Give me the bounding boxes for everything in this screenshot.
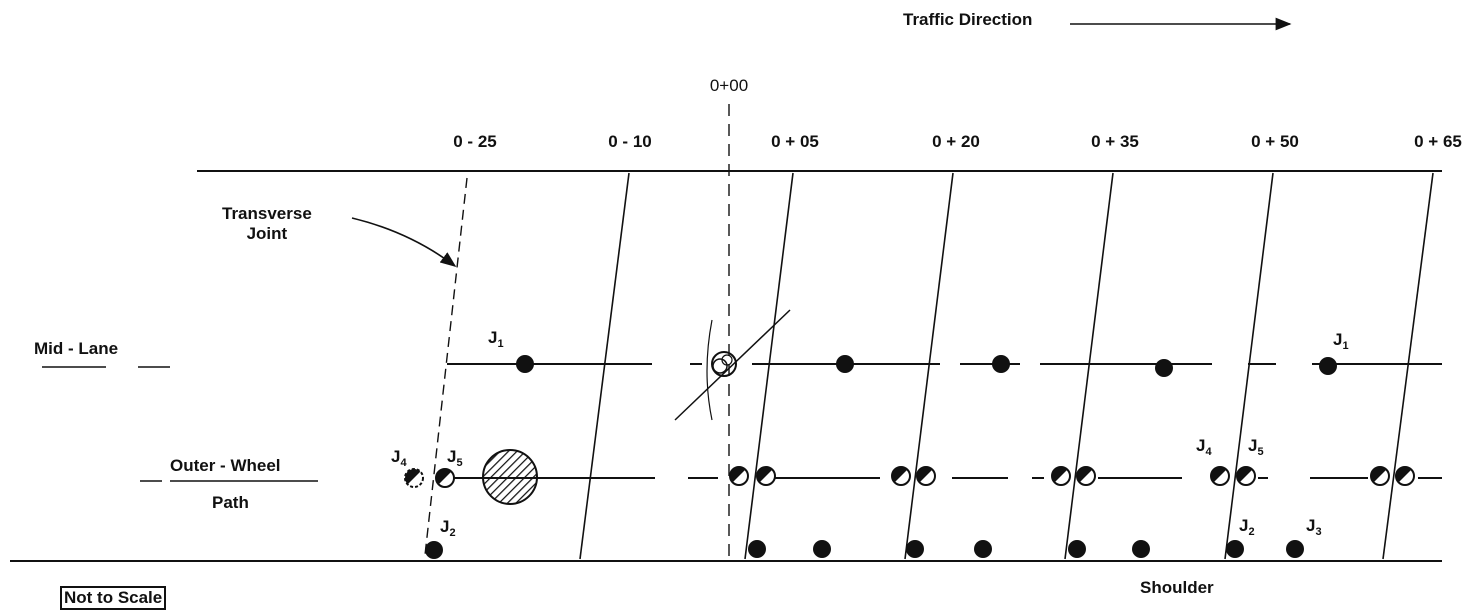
test-point (1155, 359, 1173, 377)
traffic-direction-label: Traffic Direction (903, 10, 1033, 29)
test-point (906, 540, 924, 558)
joint-test-point-fill (405, 469, 421, 485)
test-point (1286, 540, 1304, 558)
test-point (1068, 540, 1086, 558)
outer-wheel-path-label: Path (212, 493, 249, 512)
row-label-underlines (42, 366, 318, 482)
transverse-joint-leader (351, 217, 457, 267)
outer-wheel-path-label: Outer - Wheel (170, 456, 281, 475)
test-point (974, 540, 992, 558)
joint-pair-points (404, 466, 1415, 488)
station-label: 0 + 65 (1414, 132, 1462, 151)
station-zero-label: 0+00 (709, 76, 749, 95)
j5-label: J5 (447, 447, 463, 469)
test-point (748, 540, 766, 558)
test-point (836, 355, 854, 373)
j1-label: J1 (488, 328, 504, 350)
station-label: 0 + 05 (771, 132, 819, 151)
core-hole-sketch (674, 309, 791, 421)
j3-label: J3 (1306, 516, 1322, 538)
test-point (992, 355, 1010, 373)
joint-test-point-fill (892, 467, 908, 483)
test-point (813, 540, 831, 558)
j4-label: J4 (1196, 436, 1212, 458)
hatched-core (482, 449, 538, 505)
shoulder-label: Shoulder (1140, 578, 1214, 597)
joint-test-point-fill (730, 467, 746, 483)
test-point (1132, 540, 1150, 558)
station-label: 0 - 25 (453, 132, 497, 151)
transverse-joint (1382, 172, 1434, 560)
joint-test-point-fill (1211, 467, 1227, 483)
joint-test-point-fill (1396, 467, 1412, 483)
transverse-joint-dashed (424, 177, 468, 556)
joint-test-point-fill (1077, 467, 1093, 483)
station-label: 0 + 20 (932, 132, 980, 151)
transverse-joint-label: Transverse Joint (222, 204, 312, 243)
joint-test-point-fill (1371, 467, 1387, 483)
station-label: 0 - 10 (608, 132, 652, 151)
station-label: 0 + 35 (1091, 132, 1139, 151)
joint-test-point-fill (1237, 467, 1253, 483)
j1-label: J1 (1333, 330, 1349, 352)
test-point (425, 541, 443, 559)
station-label: 0 + 50 (1251, 132, 1299, 151)
mid-lane-label: Mid - Lane (34, 339, 119, 358)
joint-test-point-fill (757, 467, 773, 483)
joint-test-point-fill (1052, 467, 1068, 483)
j4-label: J4 (391, 447, 407, 469)
transverse-joint (1224, 172, 1274, 560)
joint-test-point-fill (917, 467, 933, 483)
j2-label: J2 (440, 517, 456, 539)
j2-label: J2 (1239, 516, 1255, 538)
transverse-joint (904, 172, 954, 560)
joint-test-point-fill (436, 469, 452, 485)
test-point (1226, 540, 1244, 558)
transverse-joint (1064, 172, 1114, 560)
test-point (516, 355, 534, 373)
transverse-joint (579, 172, 630, 560)
transverse-joint (744, 172, 794, 560)
j5-label: J5 (1248, 436, 1264, 458)
not-to-scale-note: Not to Scale (60, 586, 167, 610)
test-point (1319, 357, 1337, 375)
